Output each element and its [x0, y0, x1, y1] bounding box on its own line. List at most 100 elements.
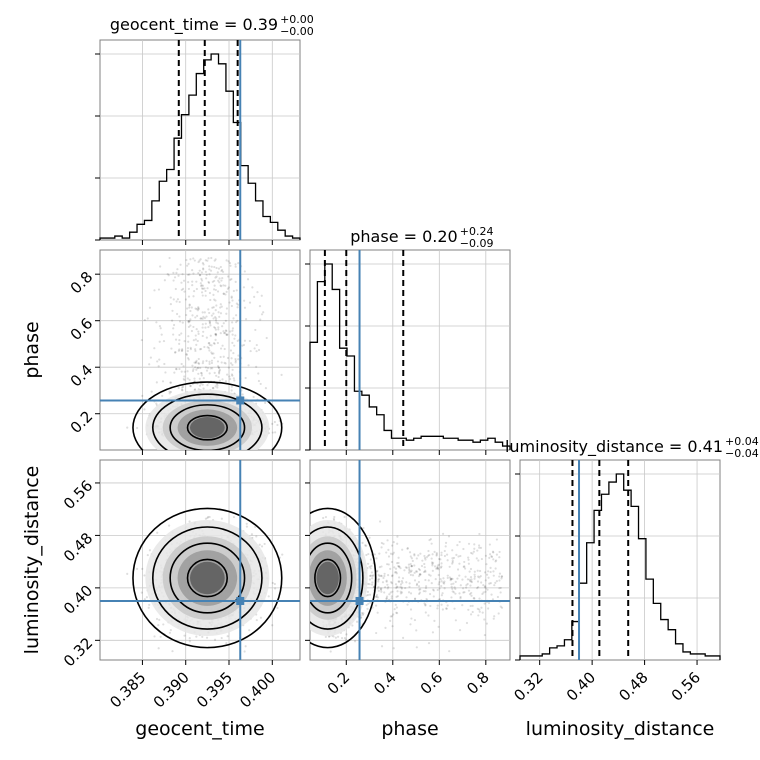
sample-point — [221, 270, 225, 273]
sample-point — [199, 317, 202, 320]
sample-point — [212, 387, 215, 390]
sample-point — [174, 287, 177, 291]
sample-point — [225, 333, 228, 336]
sample-point — [473, 573, 476, 576]
sample-point — [409, 555, 412, 558]
sample-point — [197, 260, 200, 264]
sample-point — [276, 606, 279, 610]
panel-frame — [99, 39, 301, 241]
sample-point — [213, 356, 216, 359]
sample-point — [194, 349, 197, 353]
sample-point — [219, 284, 222, 287]
sample-point — [170, 347, 173, 350]
sample-point — [223, 332, 226, 335]
sample-point — [176, 268, 179, 271]
sample-point — [192, 295, 195, 298]
sample-point — [197, 366, 200, 369]
sample-point — [198, 269, 201, 272]
sample-point — [222, 284, 225, 287]
sample-point — [197, 330, 200, 333]
sample-point — [143, 598, 146, 601]
sample-point — [169, 381, 173, 384]
sample-point — [158, 358, 161, 361]
sample-point — [211, 280, 214, 283]
sample-point — [178, 333, 181, 337]
y-tick-label: 0.8 — [67, 268, 97, 298]
sample-point — [191, 314, 194, 317]
sample-point — [236, 319, 239, 322]
sample-point — [230, 296, 233, 299]
sample-point — [194, 348, 197, 351]
sample-point — [209, 324, 212, 327]
sample-point — [193, 377, 196, 380]
sample-point — [212, 342, 216, 345]
sample-point — [280, 373, 283, 376]
sample-point — [214, 332, 217, 336]
sample-point — [458, 562, 461, 565]
sample-point — [398, 580, 401, 583]
sample-point — [194, 366, 197, 369]
sample-point — [206, 259, 209, 262]
sample-point — [267, 595, 270, 598]
sample-point — [169, 303, 172, 306]
sample-point — [449, 579, 452, 582]
sample-point — [247, 364, 250, 367]
sample-point — [169, 390, 173, 394]
sample-point — [260, 545, 264, 548]
sample-point — [219, 355, 222, 359]
y-tick-label: 0.48 — [60, 529, 96, 565]
sample-point — [225, 333, 228, 336]
sample-point — [220, 285, 223, 288]
sample-point — [192, 325, 195, 329]
sample-point — [428, 592, 432, 596]
sample-point — [214, 299, 217, 302]
sample-point — [205, 336, 208, 339]
sample-point — [172, 298, 175, 301]
sample-point — [163, 362, 166, 366]
sample-point — [208, 349, 211, 352]
sample-point — [380, 587, 383, 590]
sample-point — [212, 306, 215, 309]
sample-point — [362, 612, 365, 615]
sample-point — [219, 303, 222, 306]
sample-point — [214, 258, 217, 261]
sample-point — [208, 515, 211, 519]
sample-point — [217, 267, 221, 270]
sample-point — [332, 517, 336, 520]
sample-point — [370, 564, 373, 568]
sample-point — [380, 645, 384, 648]
sample-point — [429, 604, 432, 608]
sample-point — [197, 308, 200, 311]
sample-point — [265, 336, 268, 340]
sample-point — [216, 384, 219, 387]
sample-point — [259, 616, 263, 619]
sample-point — [195, 287, 198, 291]
sample-point — [176, 298, 180, 301]
sample-point — [224, 380, 228, 383]
sample-point — [140, 591, 143, 594]
sample-point — [180, 388, 184, 391]
sample-point — [211, 367, 214, 370]
contour-line — [151, 526, 263, 630]
sample-point — [201, 317, 204, 320]
sample-point — [214, 319, 218, 322]
sample-point — [257, 379, 261, 383]
sample-point — [259, 318, 262, 321]
sample-point — [217, 311, 220, 314]
sample-point — [203, 287, 206, 290]
sample-point — [498, 579, 501, 582]
sample-point — [208, 360, 211, 363]
sample-point — [231, 321, 234, 324]
sample-point — [143, 408, 146, 411]
sample-point — [194, 361, 198, 364]
sample-point — [231, 327, 235, 330]
sample-point — [411, 559, 414, 563]
sample-point — [156, 531, 159, 534]
sample-point — [233, 379, 236, 382]
sample-point — [408, 569, 411, 572]
sample-point — [235, 314, 238, 317]
sample-point — [204, 259, 207, 262]
sample-point — [213, 259, 216, 262]
sample-point — [210, 351, 213, 354]
